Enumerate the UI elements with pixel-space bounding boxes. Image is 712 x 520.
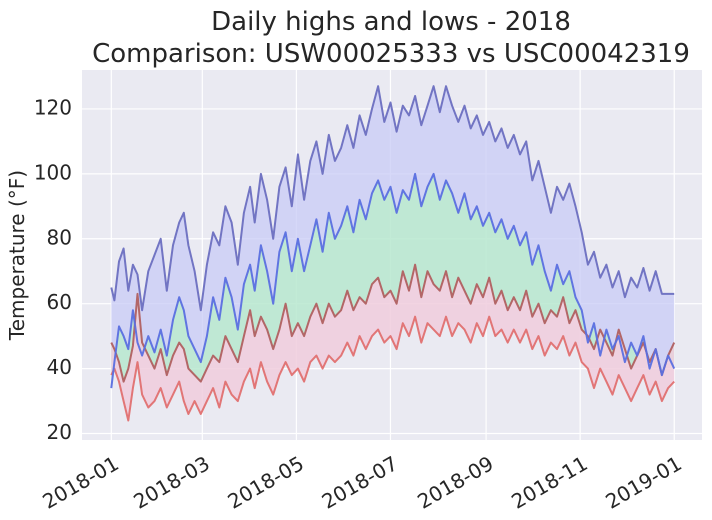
y-axis-ticks: 20 40 60 80 100 120: [34, 95, 72, 444]
y-axis-label: Temperature (°F): [5, 170, 29, 341]
x-tick-label: 2019-01: [601, 451, 685, 514]
chart-title-line-1: Daily highs and lows - 2018: [211, 7, 571, 37]
x-tick-label: 2018-09: [413, 451, 497, 514]
y-tick-label: 60: [47, 290, 72, 314]
band-hi-b-lo-a: [111, 173, 675, 389]
band-hi-a-hi-b: [111, 86, 675, 389]
series-line-lo-b: [110, 315, 675, 422]
x-tick-label: 2018-01: [38, 451, 122, 514]
x-tick-label: 2018-07: [318, 451, 402, 514]
y-tick-label: 120: [34, 95, 72, 119]
y-tick-label: 100: [34, 160, 72, 184]
series-line-hi-a: [110, 85, 675, 312]
y-tick-label: 20: [47, 420, 72, 444]
chart-title-line-2: Comparison: USW00025333 vs USC00042319: [92, 39, 690, 69]
x-tick-label: 2018-05: [224, 451, 308, 514]
x-tick-label: 2018-11: [507, 451, 591, 514]
series-lines: [110, 85, 676, 422]
series-line-hi-b: [110, 172, 676, 389]
x-tick-label: 2018-03: [129, 451, 213, 514]
y-tick-label: 80: [47, 225, 72, 249]
y-tick-label: 40: [47, 355, 72, 379]
x-axis-ticks: 2018-01 2018-03 2018-05 2018-07 2018-09 2018-…: [38, 451, 685, 514]
series-line-lo-a: [110, 263, 676, 383]
